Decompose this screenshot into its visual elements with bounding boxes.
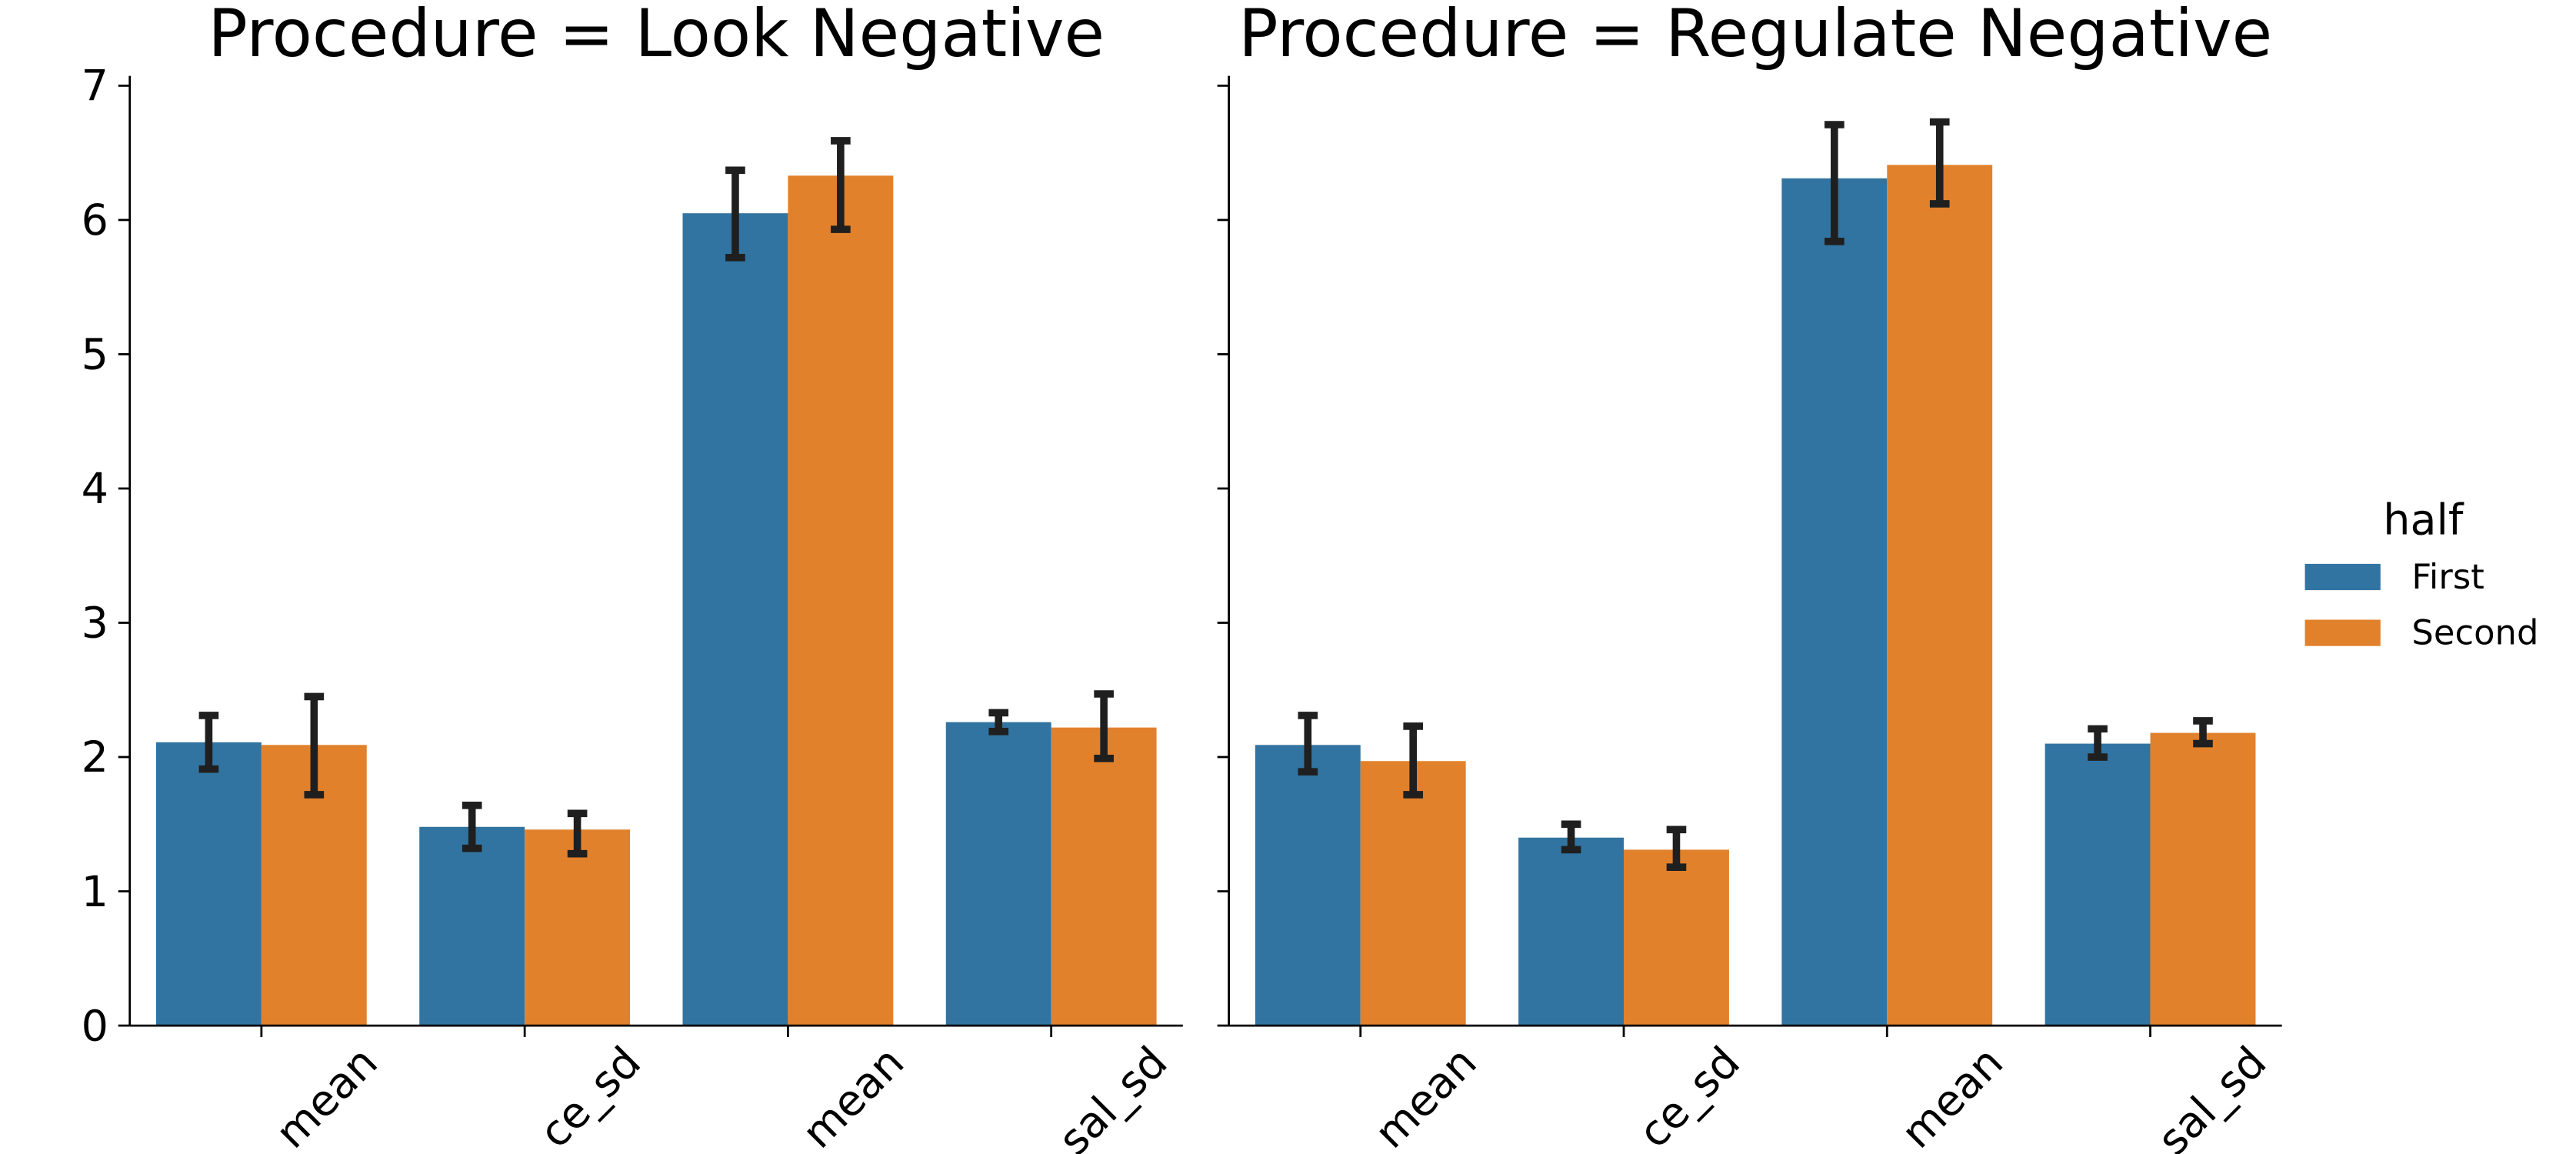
bar [788, 175, 894, 1026]
bar [1360, 761, 1466, 1026]
error-bar [1666, 825, 1687, 871]
error-bar [1403, 722, 1424, 799]
bar [1518, 837, 1625, 1026]
legend-swatch [2304, 619, 2381, 646]
error-bar [304, 692, 325, 799]
y-tick-label: 6 [82, 195, 108, 245]
y-tick-label: 0 [82, 1001, 108, 1051]
bar [2150, 732, 2256, 1026]
error-bar [831, 137, 851, 233]
error-bar [1298, 712, 1318, 776]
panel-title: Procedure = Regulate Negative [1238, 0, 2272, 72]
x-tick-label: sal_sd [2148, 1037, 2276, 1154]
y-tick-label: 7 [82, 62, 108, 112]
bar [2044, 743, 2151, 1026]
error-bar [1825, 121, 1845, 245]
legend-swatch [2304, 563, 2381, 591]
error-bar [462, 802, 482, 852]
error-bar [2088, 725, 2108, 761]
legend-label: Second [2411, 612, 2538, 653]
bar [419, 826, 525, 1026]
error-bar [1929, 118, 1950, 208]
bar [945, 722, 1051, 1026]
x-tick-label: ce_sd [1629, 1037, 1750, 1154]
error-bar [2193, 717, 2213, 748]
y-tick-label: 1 [82, 867, 108, 917]
error-bar [1561, 820, 1581, 854]
bar [1051, 727, 1157, 1026]
error-bar [567, 809, 588, 858]
y-tick-label: 4 [82, 464, 108, 514]
bar [155, 742, 262, 1026]
x-tick-label: mean [266, 1037, 387, 1154]
error-bar [725, 166, 745, 262]
x-tick-label: ce_sd [530, 1037, 651, 1154]
y-tick-label: 2 [82, 732, 108, 782]
x-tick-label: mean [1892, 1037, 2013, 1154]
bar [1624, 849, 1729, 1026]
bar [682, 213, 788, 1026]
bar [525, 829, 631, 1026]
y-tick-label: 3 [82, 599, 108, 649]
error-bar [1094, 690, 1114, 762]
legend-title: half [2383, 495, 2464, 545]
x-tick-label: sal_sd [1049, 1037, 1177, 1154]
x-tick-label: mean [793, 1037, 914, 1154]
bar [1781, 178, 1888, 1026]
panel-title: Procedure = Look Negative [208, 0, 1105, 72]
x-tick-label: mean [1365, 1037, 1486, 1154]
error-bar [988, 709, 1009, 735]
error-bar [198, 712, 219, 773]
legend-label: First [2411, 556, 2484, 597]
y-tick-label: 5 [82, 330, 108, 380]
bar [1887, 165, 1993, 1026]
bar [1255, 745, 1361, 1026]
